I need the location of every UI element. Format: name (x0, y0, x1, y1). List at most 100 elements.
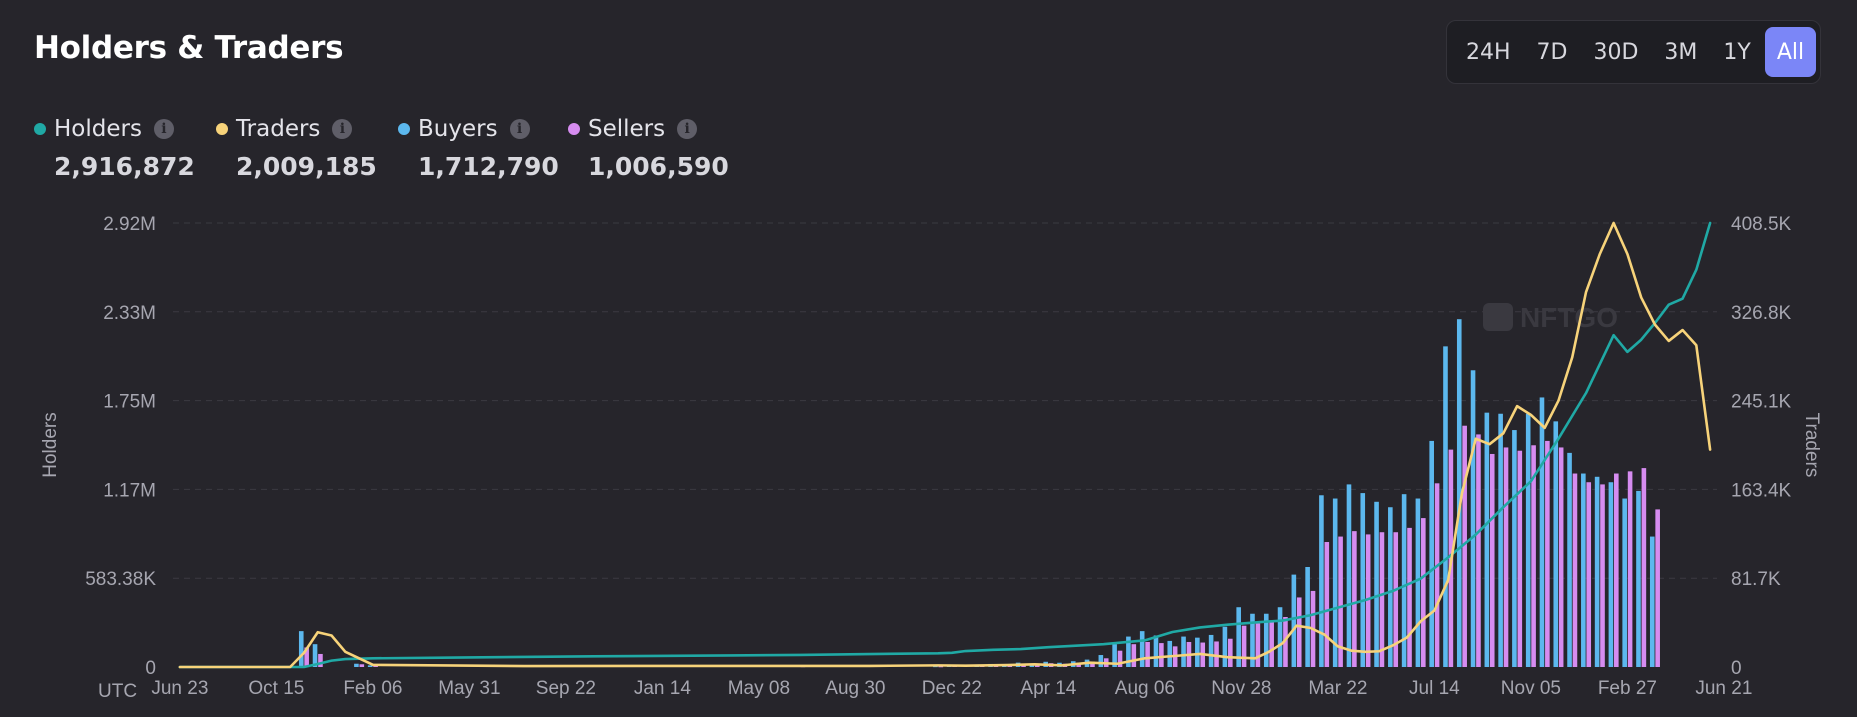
legend-label-holders: Holders (54, 116, 142, 142)
info-icon[interactable]: i (332, 119, 353, 139)
buyers-bar (1456, 319, 1462, 667)
info-icon[interactable]: i (153, 119, 174, 139)
range-1y-button[interactable]: 1Y (1723, 39, 1751, 65)
y-tick-left: 1.17M (103, 480, 156, 501)
buyers-bar (1153, 635, 1159, 667)
buyers-bar (1429, 440, 1434, 667)
holders-value: 2,916,872 (54, 152, 195, 181)
sellers-bar (1090, 661, 1095, 667)
range-3m-button[interactable]: 3M (1664, 39, 1698, 65)
watermark-logo-icon (1483, 303, 1513, 331)
buyers-bar (1374, 501, 1379, 667)
legend-item-sellers[interactable]: Sellers i 1,006,590 (568, 112, 748, 181)
sellers-bar (1352, 531, 1357, 667)
sellers-bar (1365, 534, 1371, 667)
x-tick-label: Jun 21 (1695, 678, 1752, 699)
x-tick-label: May 31 (438, 678, 500, 699)
y-tick-right: 326.8K (1731, 303, 1792, 324)
info-icon[interactable]: i (509, 119, 530, 139)
sellers-bar (1641, 468, 1647, 667)
buyers-value: 1,712,790 (418, 152, 559, 181)
sellers-bar (1296, 597, 1302, 667)
buyers-bar (312, 644, 318, 667)
buyers-bar (298, 631, 304, 667)
sellers-bar (1338, 536, 1343, 667)
sellers-bar (1255, 623, 1261, 667)
sellers-bar (1517, 450, 1523, 667)
sellers-bar (1476, 434, 1481, 667)
buyers-bar (1608, 482, 1614, 667)
y-tick-right: 408.5K (1731, 214, 1792, 235)
sellers-bar (359, 664, 365, 667)
sellers-legend-dot (568, 123, 580, 135)
legend-item-holders[interactable]: Holders i 2,916,872 (34, 112, 216, 181)
buyers-bar (1512, 430, 1517, 667)
sellers-bar (1558, 447, 1564, 667)
range-all-button[interactable]: All (1764, 27, 1817, 77)
range-24h-button[interactable]: 24H (1466, 39, 1511, 65)
sellers-bar (1379, 532, 1385, 667)
legend-item-buyers[interactable]: Buyers i 1,712,790 (398, 112, 568, 181)
sellers-bar (1131, 644, 1137, 667)
buyers-bar (1112, 644, 1117, 667)
y-tick-right: 81.7K (1731, 569, 1781, 590)
buyers-bar (1581, 473, 1586, 667)
sellers-bar (1545, 440, 1550, 667)
traders-line (178, 221, 1712, 669)
traders-value: 2,009,185 (236, 152, 377, 181)
x-tick-label: Jul 14 (1409, 678, 1460, 699)
timezone-label: UTC (98, 681, 137, 702)
range-7d-button[interactable]: 7D (1536, 39, 1568, 65)
buyers-bar (1222, 626, 1228, 667)
sellers-bar (1655, 509, 1660, 667)
buyers-bar (1401, 494, 1407, 667)
watermark: NFTGO (1483, 302, 1618, 333)
time-range-selector: 24H 7D 30D 3M 1Y All (1446, 20, 1821, 84)
x-tick-label: Sep 22 (536, 678, 596, 699)
sellers-bar (304, 647, 309, 667)
x-tick-label: May 08 (728, 678, 790, 699)
buyers-bar (1139, 631, 1145, 667)
buyers-bar (1553, 421, 1559, 667)
x-tick-label: Oct 15 (248, 678, 304, 699)
buyers-bar (1525, 413, 1531, 667)
legend-label-traders: Traders (236, 116, 321, 142)
buyers-bar (1443, 346, 1448, 667)
y-tick-right: 0 (1731, 658, 1742, 679)
sellers-bar (1269, 621, 1274, 667)
legend-item-traders[interactable]: Traders i 2,009,185 (216, 112, 398, 181)
buyers-bar (1332, 498, 1338, 667)
sellers-bar (1614, 473, 1619, 667)
range-30d-button[interactable]: 30D (1593, 39, 1639, 65)
x-tick-label: Nov 28 (1211, 678, 1271, 699)
sellers-bar (1600, 484, 1605, 667)
buyers-bar (1484, 412, 1490, 667)
x-tick-label: Apr 14 (1020, 678, 1076, 699)
y-tick-right: 163.4K (1731, 480, 1792, 501)
legend-label-buyers: Buyers (418, 116, 498, 142)
chart-axes: 0 0 583.38K 81.7K 1.17M 163.4K 1.75M 245.1K 2.33… (40, 214, 1822, 702)
buyers-bar (1539, 397, 1545, 667)
sellers-bar (1145, 642, 1150, 667)
sellers-value: 1,006,590 (588, 152, 729, 181)
buyers-bar (1470, 370, 1476, 667)
buyers-bar (1236, 607, 1241, 667)
buyers-bar (1567, 452, 1572, 667)
sellers-bar (1572, 473, 1578, 667)
sellers-bar (1489, 453, 1495, 667)
sellers-bar (1324, 542, 1330, 667)
chart-grid (173, 222, 1717, 579)
sellers-bar (1627, 471, 1633, 667)
sellers-bar (1393, 532, 1399, 667)
legend: Holders i 2,916,872 Traders i 2,009,185 … (34, 112, 748, 181)
buyers-bar (1636, 490, 1641, 667)
traders-legend-dot (216, 123, 228, 135)
buyers-bar (1388, 507, 1393, 667)
sellers-bar (318, 653, 323, 667)
chart-lines (178, 221, 1712, 669)
sellers-bar (1531, 445, 1536, 667)
info-icon[interactable]: i (677, 119, 698, 139)
x-tick-label: Jun 23 (151, 678, 208, 699)
y-axis-left-label: Holders (40, 412, 61, 477)
